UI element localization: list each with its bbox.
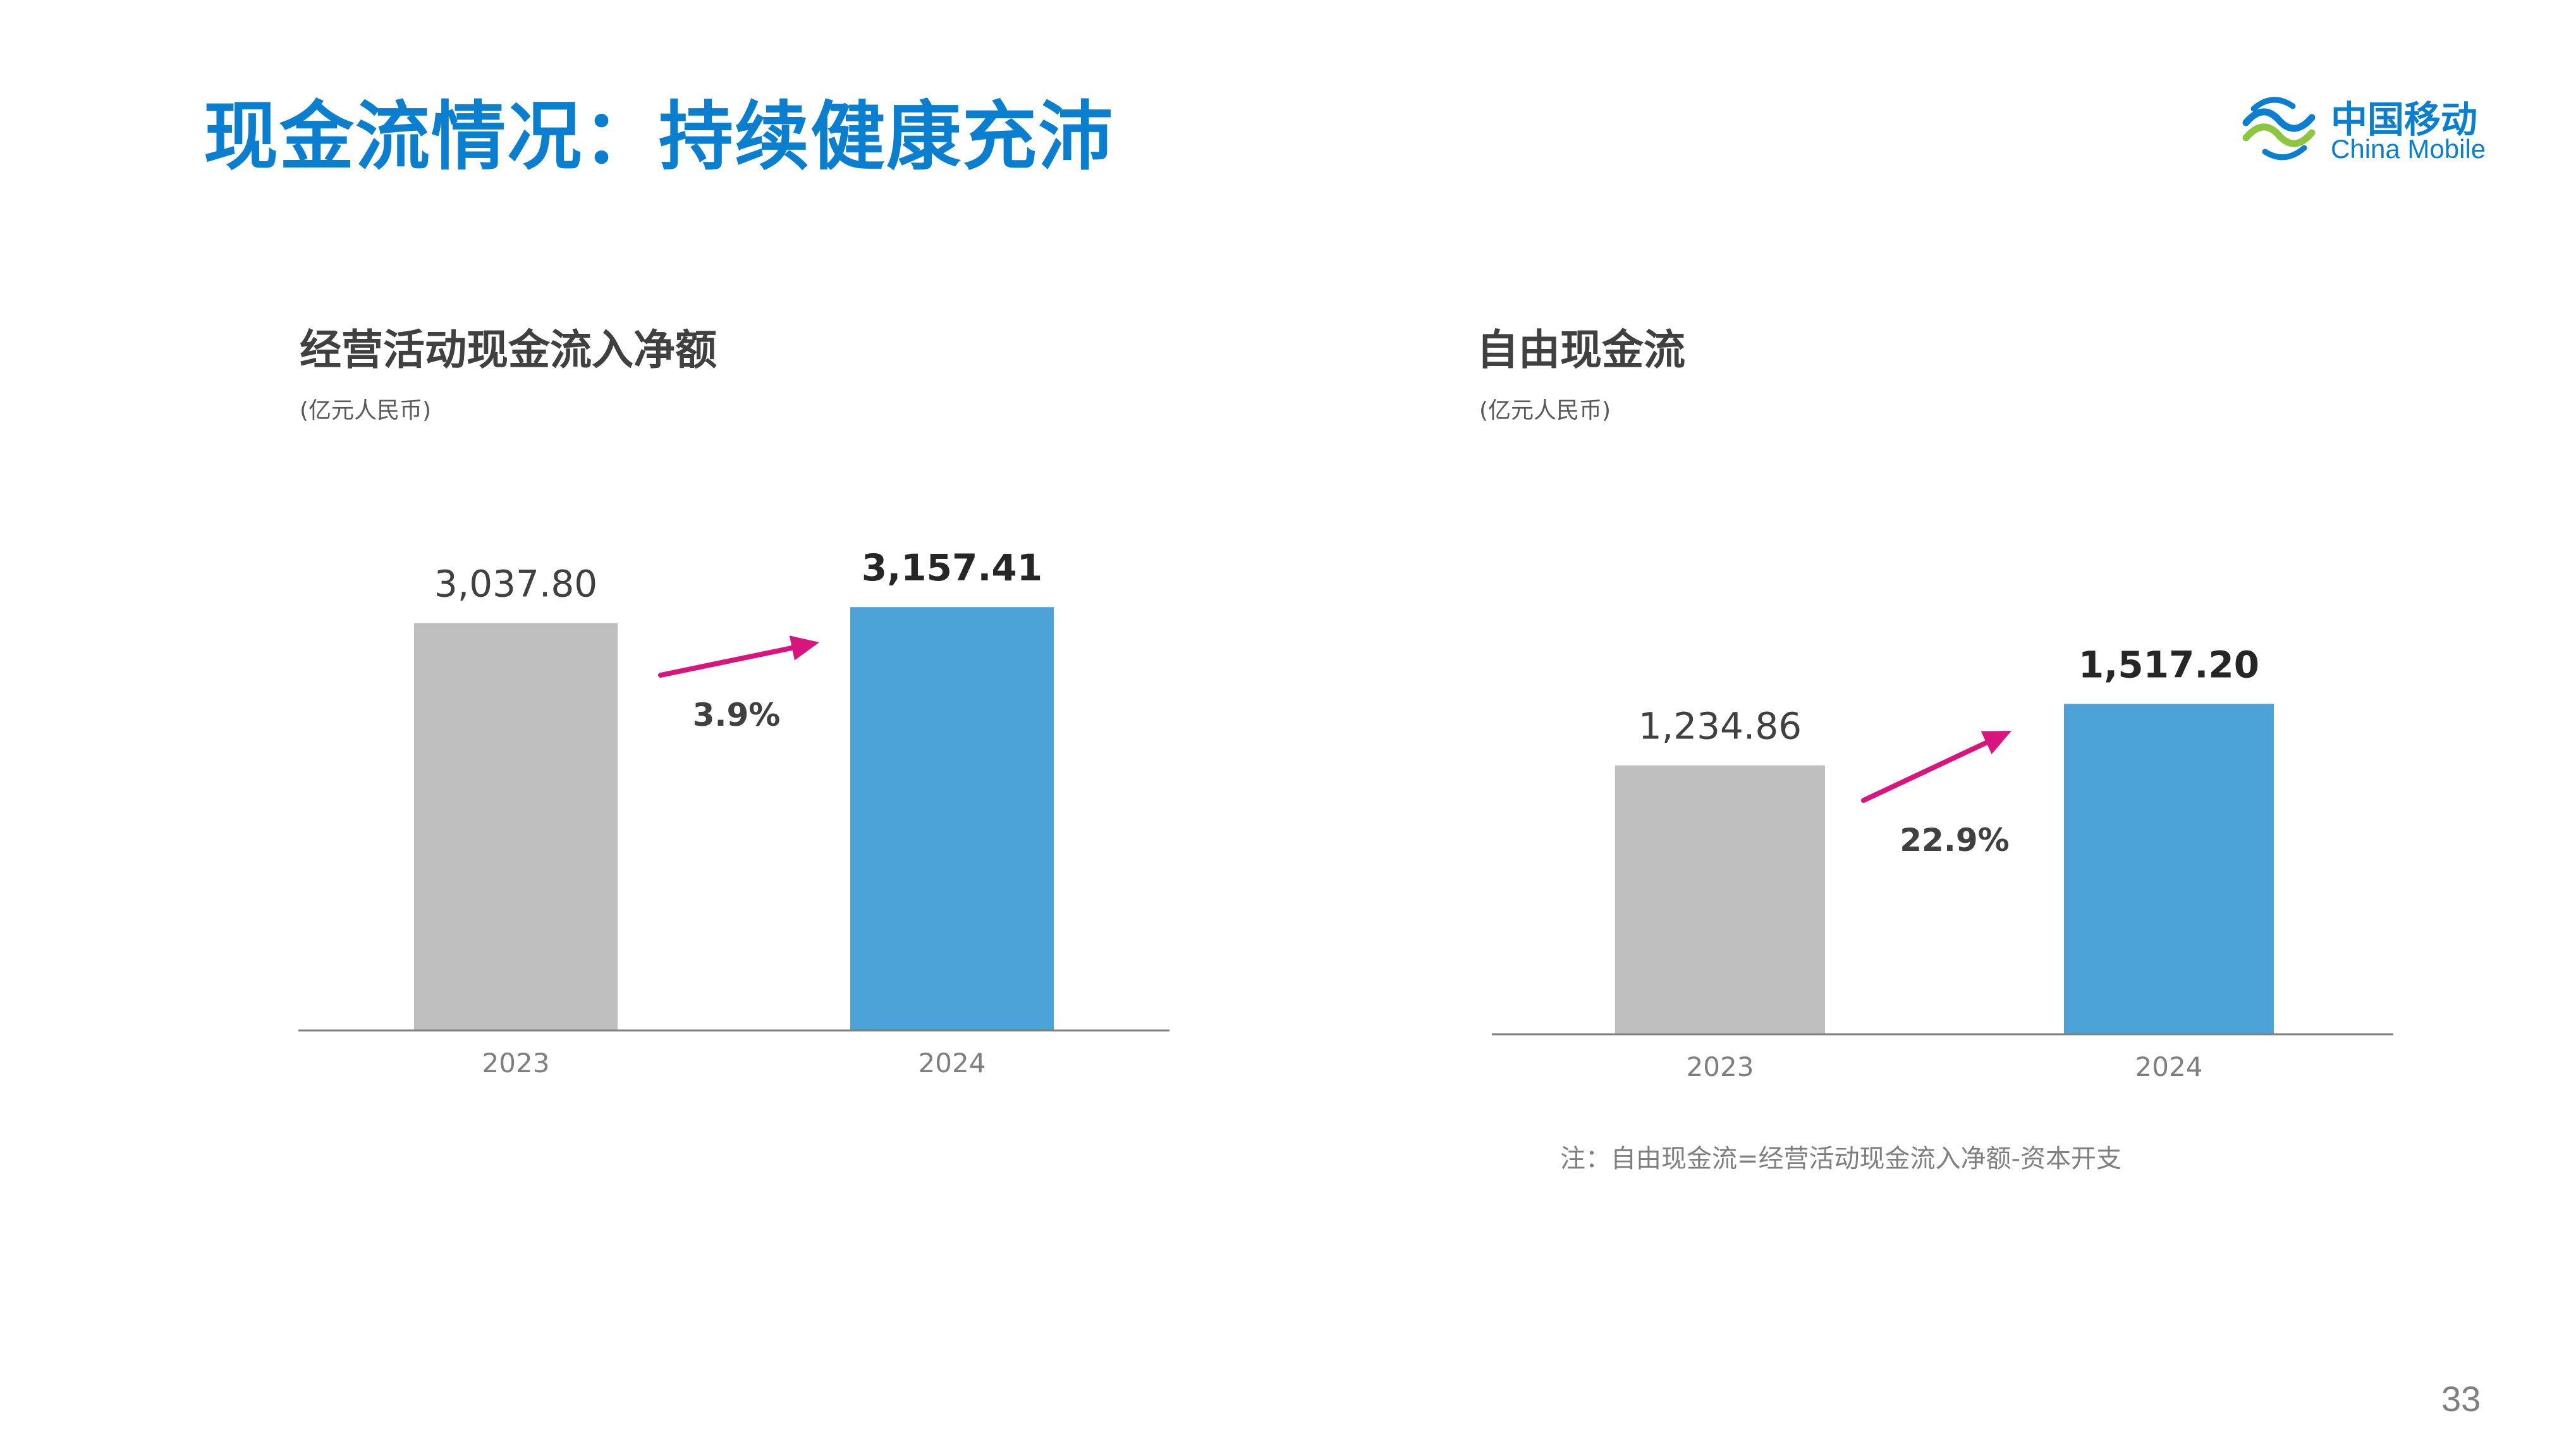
chart-2-growth-arrowhead-icon (1981, 731, 2011, 754)
chart-2-growth-arrow (1861, 733, 2003, 803)
chart-2-bar-2024 (2064, 704, 2274, 1034)
brand-logo: 中国移动 China Mobile (2235, 83, 2500, 172)
chart-1-growth-arrowhead-icon (789, 635, 819, 661)
chart-2-category-label-2024: 2024 (2135, 1051, 2203, 1082)
chart-1-category-label-2023: 2023 (482, 1048, 550, 1079)
chart-1-title: 经营活动现金流入净额 (300, 326, 717, 374)
chart-1-growth-arrow (658, 642, 810, 678)
chart-1-growth-label: 3.9% (693, 697, 781, 733)
chart-1-value-label-2023: 3,037.80 (434, 563, 597, 606)
chart-1-bar-2023 (414, 623, 618, 1030)
chart-1-value-label-2024: 3,157.41 (862, 546, 1042, 589)
chart-1-category-label-2024: 2024 (919, 1048, 986, 1079)
chart-2-value-label-2023: 1,234.86 (1639, 705, 1802, 748)
chart-2-growth-label: 22.9% (1900, 822, 2009, 859)
chart-2-title: 自由现金流 (1477, 326, 1685, 374)
page-title: 现金流情况：持续健康充沛 (204, 93, 1114, 180)
logo-name-en: China Mobile (2331, 134, 2486, 164)
logo-name-cn: 中国移动 (2331, 98, 2478, 141)
footnote: 注：自由现金流=经营活动现金流入净额-资本开支 (1560, 1144, 2121, 1173)
chart-1-unit: (亿元人民币) (300, 398, 432, 424)
chart-2-bar-2023 (1615, 765, 1825, 1034)
chart-2-value-label-2024: 1,517.20 (2079, 643, 2259, 686)
chart-2-unit: (亿元人民币) (1479, 398, 1611, 424)
chart-2-category-label-2023: 2023 (1687, 1051, 1754, 1082)
page-number: 33 (2441, 1379, 2481, 1419)
china-mobile-logo-icon (2242, 97, 2316, 161)
chart-1-bar-2024 (850, 607, 1054, 1030)
